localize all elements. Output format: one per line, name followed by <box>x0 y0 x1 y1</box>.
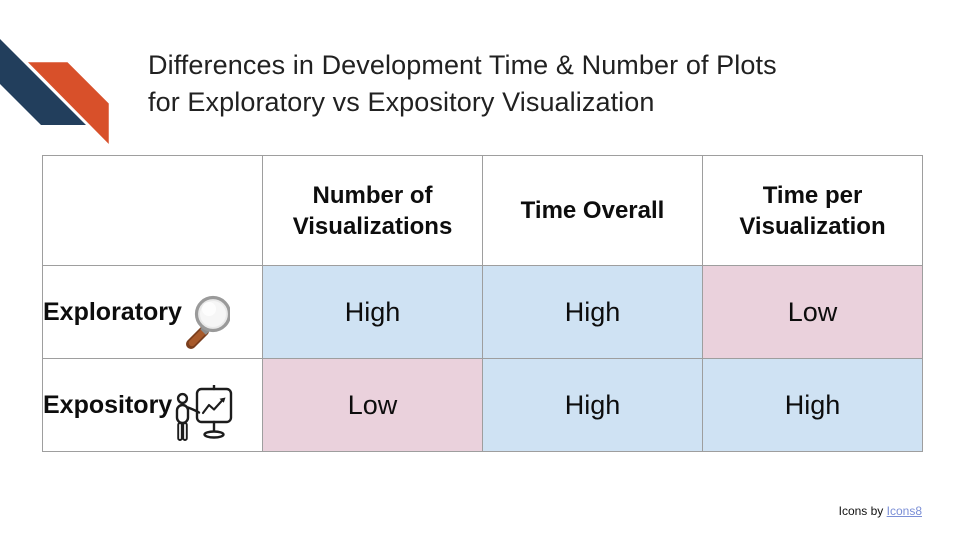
icons-credit: Icons by Icons8 <box>839 504 922 518</box>
row-label-expository: Expository <box>43 390 173 419</box>
cell-exploratory-time-per: Low <box>702 265 923 359</box>
cell-expository-time-per: High <box>702 358 923 452</box>
col-header-time-overall: Time Overall <box>482 155 703 266</box>
cell-expository-number: Low <box>262 358 483 452</box>
magnifying-glass-icon <box>185 295 230 349</box>
table-row-expository: Expository <box>42 358 923 452</box>
icons-credit-prefix: Icons by <box>838 504 887 518</box>
col-header-time-per-visualization: Time per Visualization <box>702 155 923 266</box>
cell-exploratory-time-overall: High <box>482 265 703 359</box>
header-row: Number of Visualizations Time Overall Ti… <box>42 155 923 266</box>
slide-title-line1: Differences in Development Time & Number… <box>148 50 777 80</box>
comparison-table: Number of Visualizations Time Overall Ti… <box>42 155 923 452</box>
row-label-exploratory: Exploratory <box>43 297 182 326</box>
cell-expository-time-overall: High <box>482 358 703 452</box>
icons8-link[interactable]: Icons8 <box>886 504 922 518</box>
row-header-exploratory: Exploratory <box>42 265 263 359</box>
table-row-exploratory: Exploratory High High Low <box>42 265 923 359</box>
navy-ribbon-shape <box>0 39 86 125</box>
row-header-expository: Expository <box>42 358 263 452</box>
cell-exploratory-number: High <box>262 265 483 359</box>
corner-header-cell <box>42 155 263 266</box>
slide-title: Differences in Development Time & Number… <box>148 47 928 121</box>
col-header-number-of-visualizations: Number of Visualizations <box>262 155 483 266</box>
corner-ribbon-decoration <box>0 39 112 151</box>
presenter-flipchart-icon <box>176 385 233 441</box>
slide-title-line2: for Exploratory vs Expository Visualizat… <box>148 87 655 117</box>
orange-ribbon-shape <box>22 59 112 151</box>
